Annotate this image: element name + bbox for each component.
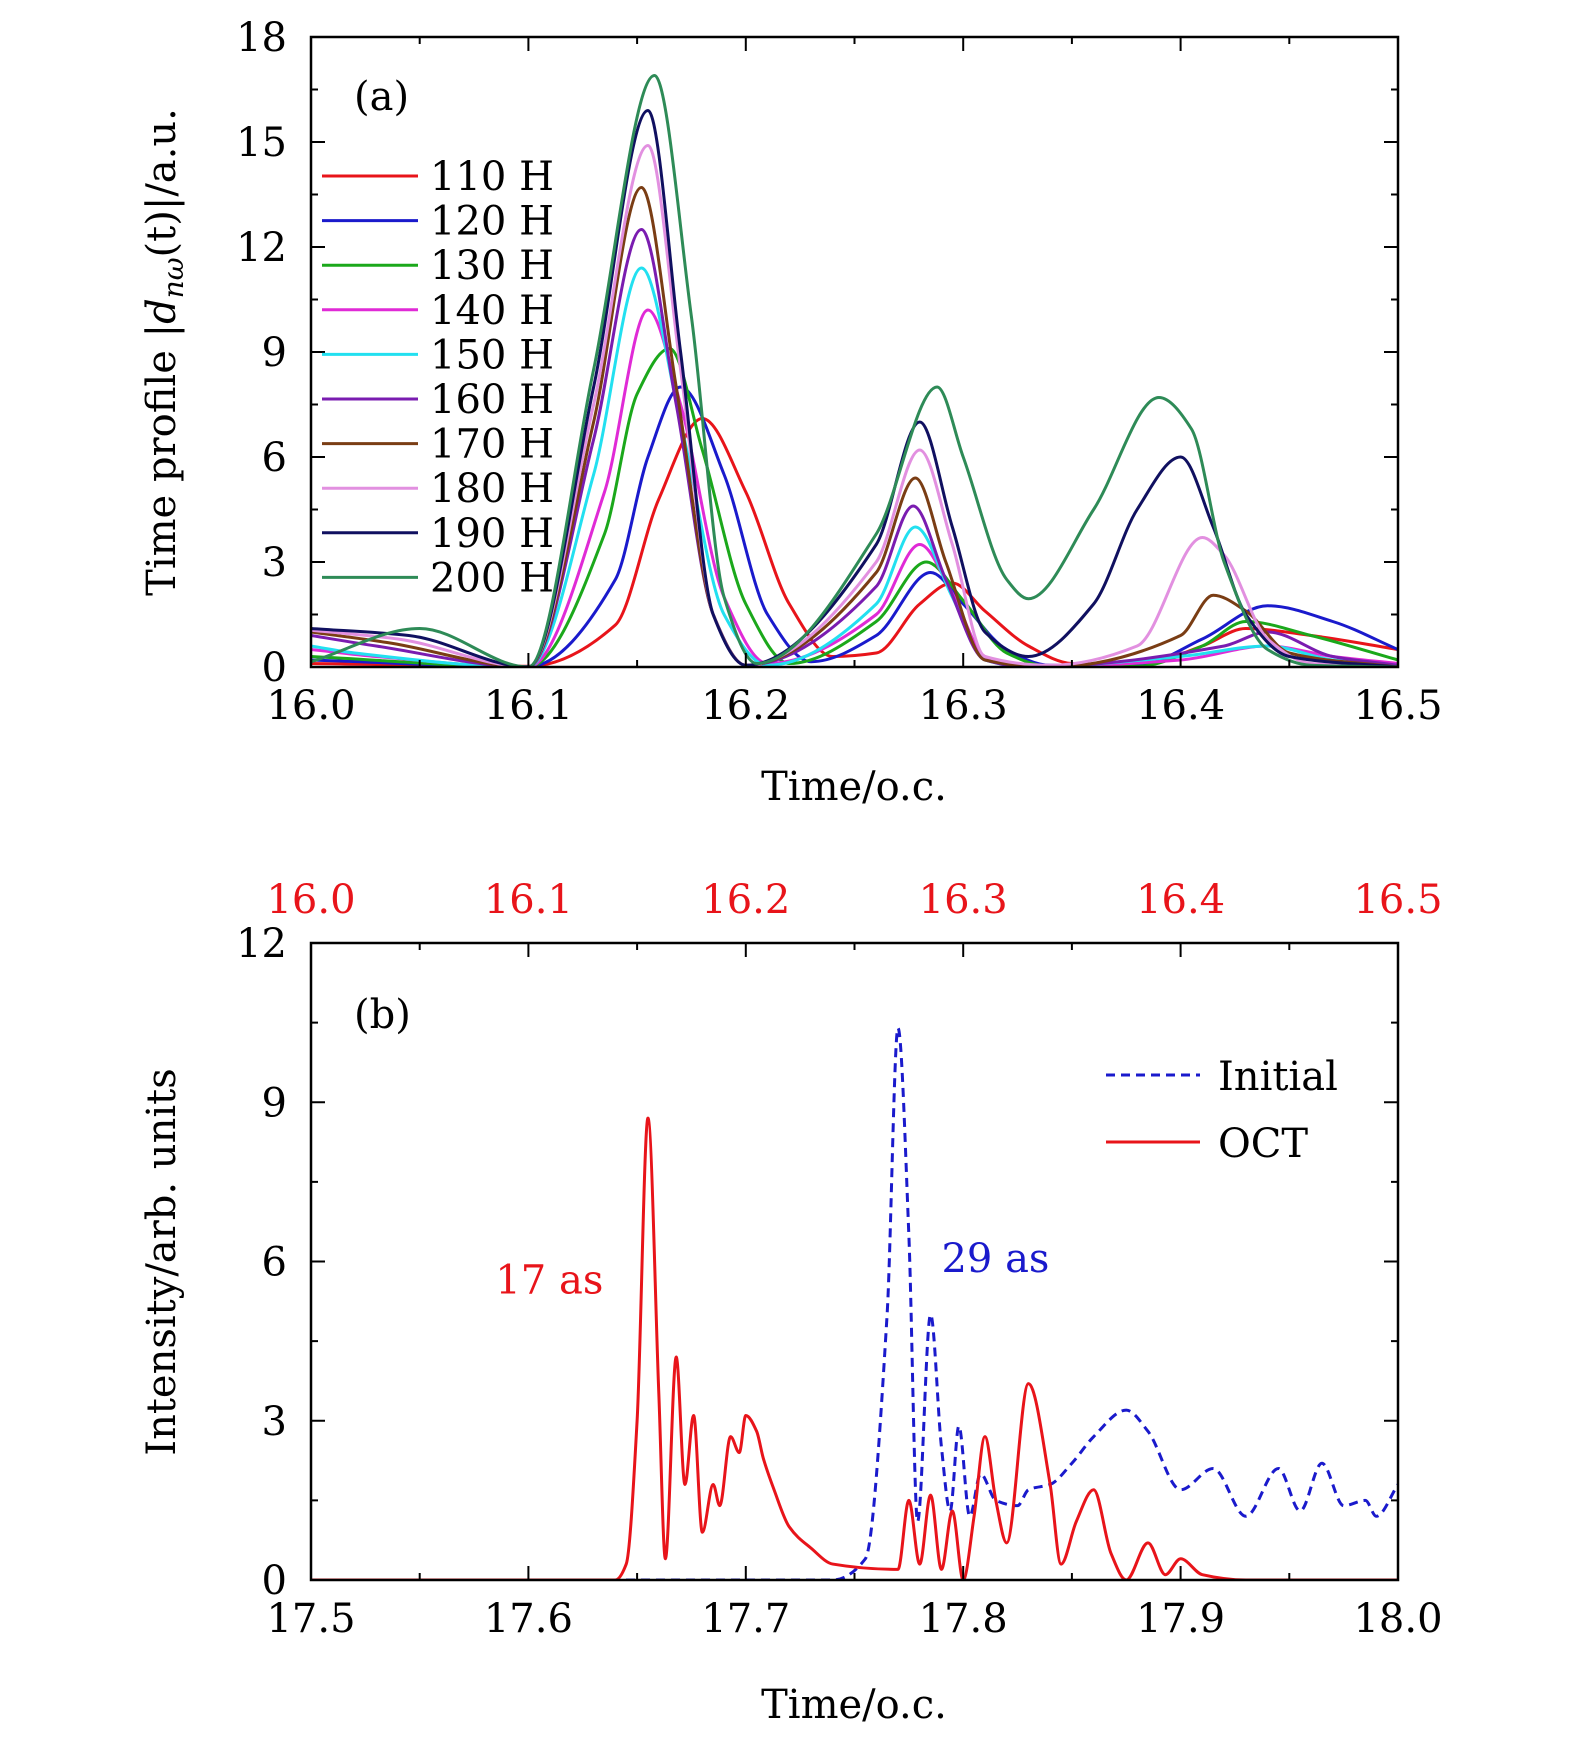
y-tick-label: 0 <box>262 645 287 691</box>
panel-b-series-lines <box>311 1026 1398 1580</box>
annotation-label: 29 as <box>941 1236 1049 1282</box>
y-tick-label: 15 <box>236 120 287 166</box>
legend-entry: 110 H <box>430 154 554 200</box>
legend-entry: 160 H <box>430 377 554 423</box>
panel-a-series-lines <box>311 74 1398 667</box>
x-tick-label: 17.9 <box>1136 1596 1225 1642</box>
x-tick-label: 17.5 <box>266 1596 355 1642</box>
panel-b-ylabel: Intensity/arb. units <box>139 1068 185 1455</box>
x-tick-label: 18.0 <box>1353 1596 1442 1642</box>
panel-a-ylabel-d: d <box>139 298 185 324</box>
panel-b-frame <box>309 941 1400 1582</box>
panel-a-ylabel: Time profile |dnω(t)|/a.u. <box>139 108 190 596</box>
series-line-130-h <box>311 347 1398 667</box>
annotation-label: 17 as <box>495 1257 603 1303</box>
series-line-190-h <box>311 109 1398 667</box>
legend-entry: 120 H <box>430 199 554 245</box>
legend-entry: 130 H <box>430 243 554 289</box>
panel-a-ticks: 16.0 16.1 16.2 16.3 16.4 16.5 0 3 6 9 12 15 18 <box>236 15 1442 729</box>
panel-b-label: (b) <box>354 992 411 1038</box>
x-tick-label: 16.0 <box>266 683 355 729</box>
x2-tick-label: 16.1 <box>484 877 573 923</box>
y-tick-label: 9 <box>262 330 287 376</box>
y-tick-label: 3 <box>262 1399 287 1445</box>
panel-b-legend: Initial OCT <box>1106 1054 1338 1167</box>
y-tick-label: 6 <box>262 435 287 481</box>
panel-a-label: (a) <box>354 74 409 120</box>
series-line-200-h <box>311 74 1398 667</box>
x-tick-label: 16.2 <box>701 683 790 729</box>
legend-entry: 140 H <box>430 288 554 334</box>
x-tick-label: 17.6 <box>484 1596 573 1642</box>
panel-b-xlabel: Time/o.c. <box>761 1682 947 1728</box>
legend-entry: 150 H <box>430 332 554 378</box>
panel-a-ylabel-post: (t)|/a.u. <box>139 108 185 257</box>
x-tick-label: 16.3 <box>919 683 1008 729</box>
y-tick-label: 3 <box>262 540 287 586</box>
y-tick-label: 6 <box>262 1240 287 1286</box>
legend-entry: 190 H <box>430 511 554 557</box>
x2-tick-label: 16.3 <box>919 877 1008 923</box>
y-tick-label: 0 <box>262 1558 287 1604</box>
series-line-oct <box>311 1116 1398 1580</box>
y-tick-label: 12 <box>236 225 287 271</box>
x-tick-label: 17.8 <box>919 1596 1008 1642</box>
panel-a-xlabel: Time/o.c. <box>761 764 947 810</box>
legend-entry: 200 H <box>430 555 554 601</box>
legend-entry: Initial <box>1218 1054 1338 1100</box>
y-tick-label: 18 <box>236 15 287 61</box>
x2-tick-label: 16.4 <box>1136 877 1225 923</box>
x2-tick-label: 16.5 <box>1353 877 1442 923</box>
x-tick-label: 16.4 <box>1136 683 1225 729</box>
panel-a-ylabel-sub: nω <box>157 257 190 298</box>
legend-entry: 180 H <box>430 466 554 512</box>
x-tick-label: 16.5 <box>1353 683 1442 729</box>
panel-a-ylabel-pre: Time profile | <box>139 324 185 596</box>
y-tick-label: 9 <box>262 1080 287 1126</box>
series-line-120-h <box>311 385 1398 667</box>
legend-entry: OCT <box>1218 1121 1308 1167</box>
legend-entry: 170 H <box>430 422 554 468</box>
series-line-180-h <box>311 144 1398 667</box>
panel-b-annotations: 17 as 29 as <box>495 1236 1049 1303</box>
y-tick-label: 12 <box>236 921 287 967</box>
x2-tick-label: 16.0 <box>266 877 355 923</box>
series-line-170-h <box>311 186 1398 667</box>
series-line-150-h <box>311 266 1398 667</box>
x2-tick-label: 16.2 <box>701 877 790 923</box>
x-tick-label: 17.7 <box>701 1596 790 1642</box>
x-tick-label: 16.1 <box>484 683 573 729</box>
series-line-initial <box>311 1026 1398 1580</box>
panel-a-chart: 16.0 16.1 16.2 16.3 16.4 16.5 0 3 6 9 12 15 18 (a) 1… <box>139 15 1443 810</box>
